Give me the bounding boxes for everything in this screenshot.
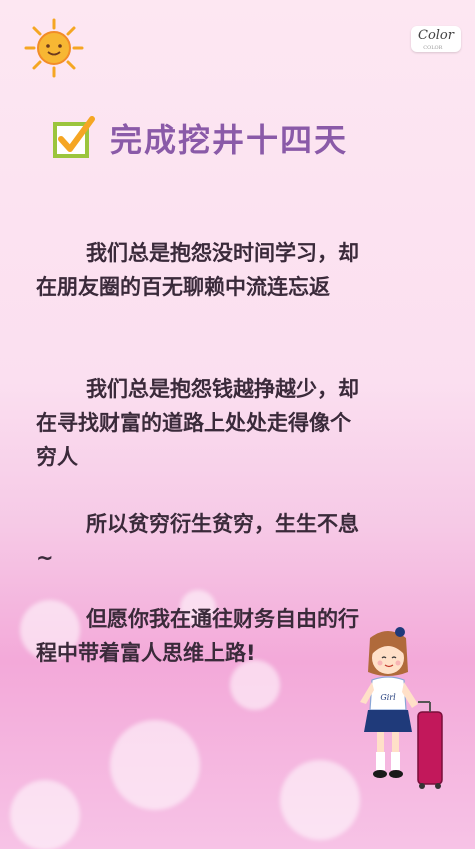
paragraph-2: 我们总是抱怨钱越挣越少，却在寻找财富的道路上处处走得像个穷人 [36, 377, 359, 469]
paragraph-1: 我们总是抱怨没时间学习，却在朋友圈的百无聊赖中流连忘返 [36, 241, 359, 299]
checkbox-checked-icon [53, 116, 95, 158]
bokeh-light [10, 780, 80, 850]
brand-logo: Color COLOR [411, 26, 461, 52]
paragraph-3: 所以贫穷衍生贫穷，生生不息~ [36, 512, 359, 570]
page-title: 完成挖井十四天 [52, 108, 348, 168]
sun-icon [24, 18, 84, 78]
cartoon-girl-illustration: Girl [360, 627, 443, 789]
title-text: 完成挖井十四天 [110, 121, 349, 159]
bokeh-light [280, 760, 360, 840]
paragraph-4: 但愿你我在通往财务自由的行程中带着富人思维上路! [36, 607, 359, 665]
shirt-text: Girl [380, 693, 396, 702]
bokeh-light [20, 600, 80, 660]
bokeh-light [230, 660, 280, 710]
bokeh-light [180, 590, 216, 626]
bokeh-light [110, 720, 200, 810]
